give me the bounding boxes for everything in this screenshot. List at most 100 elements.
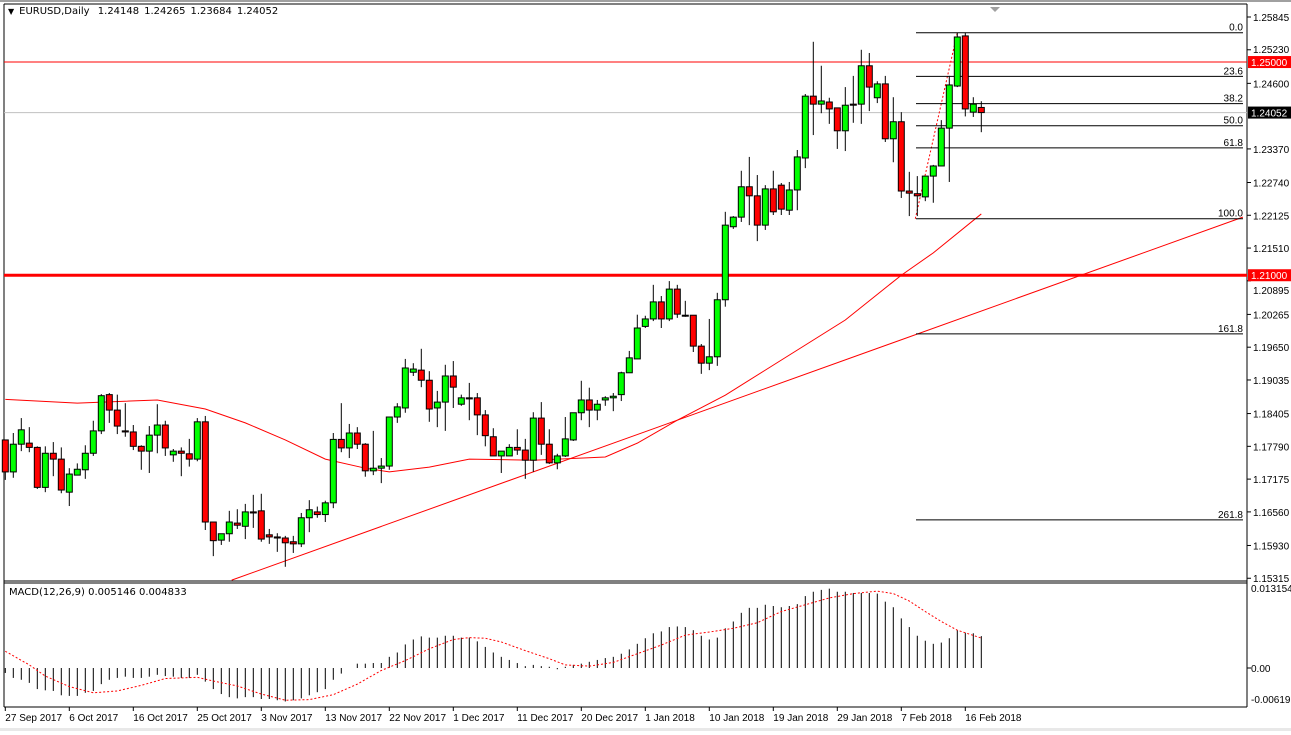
candle [177, 447, 185, 477]
symbol-label: EURUSD,Daily [19, 6, 90, 17]
bullish-candle-body [857, 65, 865, 105]
time-axis-label: 16 Feb 2018 [965, 713, 1022, 724]
candle [521, 438, 529, 479]
candle [385, 416, 393, 470]
candle [329, 433, 337, 509]
candle [145, 426, 153, 473]
bullish-candle-body [409, 368, 417, 373]
time-axis-label: 27 Sep 2017 [5, 713, 62, 724]
bullish-candle-body [601, 397, 609, 401]
candle [153, 404, 161, 454]
candle [89, 420, 97, 456]
candle [681, 300, 689, 317]
bullish-candle-body [345, 432, 353, 449]
price-axis: 1.25845 1.25230 1.24600 1.23370 1.22740 1.221… [1247, 13, 1290, 585]
time-axis-label: 13 Nov 2017 [325, 713, 382, 724]
moving-average [5, 213, 982, 473]
bullish-candle-body [193, 421, 201, 460]
candle [57, 447, 65, 494]
chart-header: ▼ EURUSD,Daily 1.24148 1.24265 1.23684 1.240… [8, 6, 283, 17]
time-axis-label: 3 Nov 2017 [261, 713, 313, 724]
candle [705, 318, 713, 371]
fibonacci-retracement[interactable]: 0.0 23.6 38.2 50.0 61.8 100.0 161.8 261.8 [914, 23, 1243, 521]
bullish-candle-body [721, 224, 729, 301]
bearish-candle-body [809, 95, 817, 105]
candle [713, 292, 721, 366]
bullish-candle-body [553, 455, 561, 464]
macd-pane: 0.013154 0.00 -0.00619 [4, 584, 1291, 706]
bullish-candle-body [713, 299, 721, 358]
candle [257, 493, 265, 542]
candle [857, 49, 865, 124]
time-axis-label: 1 Jan 2018 [645, 713, 695, 724]
bullish-candle-body [873, 83, 881, 99]
bearish-candle-body [865, 65, 873, 88]
candle [353, 427, 361, 449]
collapse-triangle-icon[interactable]: ▼ [8, 7, 15, 16]
bullish-candle-body [41, 452, 49, 488]
candle [473, 393, 481, 436]
bearish-candle-body [465, 397, 473, 400]
price-axis-label: 1.17175 [1253, 475, 1290, 486]
candle [209, 521, 217, 557]
candle [977, 101, 985, 133]
candle [825, 97, 833, 124]
bearish-candle-body [25, 442, 33, 448]
low-price: 1.23684 [190, 6, 232, 17]
bullish-candle-body [153, 424, 161, 436]
bullish-candle-body [321, 502, 329, 516]
candle [345, 423, 353, 459]
candle [433, 390, 441, 428]
candle [625, 350, 633, 374]
price-axis-label: 1.23370 [1253, 145, 1290, 156]
level-price-label: 1.25000 [1251, 58, 1288, 69]
bullish-candle-body [497, 450, 505, 457]
candlesticks [1, 32, 985, 567]
price-axis-label: 1.21510 [1253, 244, 1290, 255]
candle [969, 97, 977, 117]
candle [33, 446, 41, 489]
bearish-candle-body [769, 188, 777, 213]
candle [841, 87, 849, 152]
time-axis-label: 16 Oct 2017 [133, 713, 188, 724]
candle [729, 216, 737, 229]
bullish-candle-body [801, 95, 809, 159]
candle [1, 439, 9, 480]
bearish-candle-body [537, 417, 545, 445]
candle [689, 314, 697, 352]
price-axis-label: 1.20895 [1253, 286, 1290, 297]
candle [305, 500, 313, 533]
candle [321, 500, 329, 523]
bullish-candle-body [761, 188, 769, 226]
candle [129, 425, 137, 451]
chart-shift-triangle-icon[interactable] [990, 7, 1000, 12]
bullish-candle-body [817, 100, 825, 105]
bearish-candle-body [233, 522, 241, 526]
bullish-candle-body [785, 189, 793, 211]
candle [81, 445, 89, 479]
close-price: 1.24052 [236, 6, 279, 17]
candle [897, 112, 905, 198]
candle [225, 510, 233, 542]
candle [137, 445, 145, 470]
level-price-label: 1.21000 [1251, 271, 1288, 282]
time-axis-label: 29 Jan 2018 [837, 713, 892, 724]
price-axis-label: 1.25230 [1253, 45, 1290, 56]
candle [497, 450, 505, 473]
bearish-candle-body [201, 421, 209, 523]
bearish-candle-body [489, 436, 497, 457]
bid-price-label: 1.24052 [1251, 109, 1288, 120]
candle [481, 410, 489, 447]
candle [409, 363, 417, 376]
macd-signal-line [5, 590, 982, 701]
candle [753, 175, 761, 242]
fibonacci-level-label: 261.8 [1218, 510, 1243, 521]
candle [593, 399, 601, 421]
candle [41, 446, 49, 493]
candle [865, 52, 873, 112]
candle [337, 403, 345, 453]
candle [505, 444, 513, 457]
